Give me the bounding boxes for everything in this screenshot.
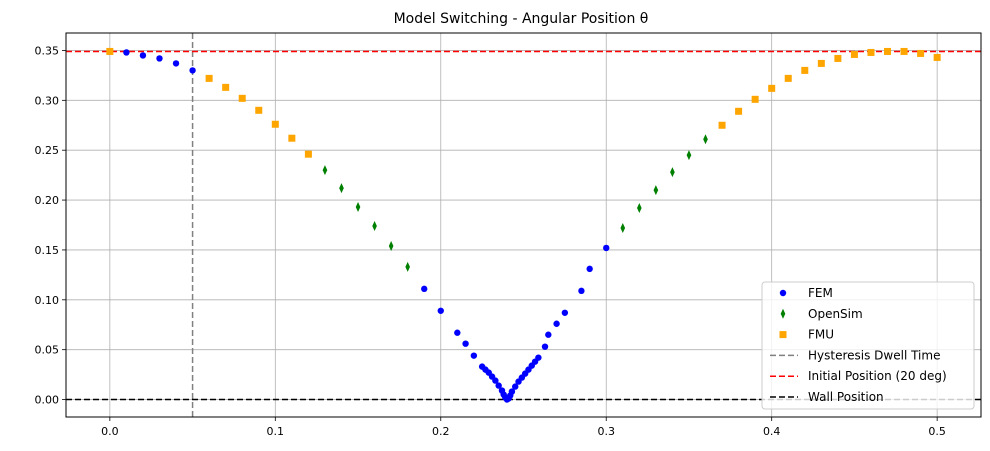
- fem-point: [189, 67, 196, 74]
- fmu-point: [718, 121, 726, 129]
- fem-point: [553, 320, 560, 327]
- opensim-point: [339, 183, 344, 194]
- legend-label: OpenSim: [808, 307, 863, 321]
- legend-label: FEM: [808, 286, 833, 300]
- y-tick-label: 0.15: [35, 244, 60, 257]
- legend-label: Wall Position: [808, 390, 884, 404]
- x-tick-label: 0.3: [597, 425, 615, 438]
- fmu-point: [288, 134, 296, 142]
- fmu-point: [784, 74, 792, 82]
- plot-frame: [65, 32, 982, 418]
- fem-point: [495, 382, 502, 389]
- opensim-point: [686, 150, 692, 161]
- fmu-point: [271, 120, 279, 128]
- grid: [66, 33, 981, 417]
- fem-point: [561, 309, 569, 316]
- opensim-point: [355, 202, 361, 213]
- opensim-point: [322, 165, 328, 176]
- fmu-point: [850, 50, 858, 58]
- opensim-point: [388, 240, 394, 251]
- fem-point: [586, 265, 593, 273]
- fmu-point: [238, 94, 246, 102]
- legend-label: Initial Position (20 deg): [808, 369, 947, 383]
- opensim-point: [670, 167, 675, 178]
- fmu-point: [304, 150, 312, 158]
- x-tick-label: 0.2: [432, 425, 450, 438]
- legend: FEM OpenSim FMU Hysteresis Dwell Time Initia…: [761, 281, 975, 410]
- opensim-point: [703, 134, 708, 145]
- y-tick-label: 0.05: [35, 344, 60, 357]
- fem-point: [123, 49, 130, 56]
- reference-lines: [66, 33, 981, 417]
- fmu-point: [900, 47, 908, 55]
- x-tick-label: 0.1: [267, 425, 285, 438]
- fem-point: [156, 55, 163, 62]
- fem-point: [512, 383, 519, 390]
- y-tick-label: 0.30: [35, 94, 60, 107]
- fem-point: [437, 307, 444, 314]
- fmu-point: [884, 47, 892, 55]
- fem-point: [454, 329, 461, 336]
- fmu-point: [768, 84, 776, 92]
- y-tick-label: 0.20: [35, 194, 60, 207]
- fem-point: [462, 340, 469, 347]
- fem-point: [470, 352, 478, 359]
- opensim-point: [637, 203, 642, 214]
- x-tick-label: 0.0: [101, 425, 119, 438]
- fmu-point: [255, 106, 263, 114]
- fem-point: [139, 52, 147, 59]
- x-tick-label: 0.5: [928, 425, 946, 438]
- fem-point: [421, 285, 428, 293]
- opensim-point: [620, 222, 626, 233]
- fem-point: [545, 331, 552, 338]
- legend-label: Hysteresis Dwell Time: [808, 348, 940, 362]
- y-axis: 0.00 0.05 0.10 0.15 0.20 0.25 0.30 0.35: [35, 44, 66, 407]
- fem-point: [541, 343, 549, 350]
- fmu-point: [106, 47, 114, 55]
- legend-marker: [780, 308, 786, 319]
- opensim-point: [653, 185, 659, 196]
- fmu-point: [834, 54, 842, 62]
- data-points: [106, 47, 941, 403]
- x-tick-label: 0.4: [763, 425, 781, 438]
- y-tick-label: 0.10: [35, 294, 60, 307]
- y-tick-label: 0.25: [35, 144, 60, 157]
- legend-label: FMU: [808, 328, 834, 342]
- fem-point: [492, 377, 499, 384]
- fmu-point: [867, 48, 875, 56]
- fmu-point: [751, 95, 759, 103]
- opensim-point: [405, 261, 410, 272]
- fmu-point: [801, 66, 809, 74]
- legend-marker: [779, 331, 787, 339]
- fem-point: [508, 388, 516, 395]
- fmu-point: [933, 53, 941, 61]
- fem-point: [578, 287, 585, 295]
- fem-point: [603, 244, 610, 252]
- chart-title: Model Switching - Angular Position θ: [394, 11, 649, 27]
- fmu-point: [735, 107, 743, 115]
- legend-marker: [779, 289, 787, 297]
- fmu-point: [917, 49, 925, 57]
- y-tick-label: 0.35: [35, 44, 60, 57]
- fmu-point: [205, 74, 213, 82]
- fem-point: [172, 60, 180, 67]
- y-tick-label: 0.00: [35, 394, 60, 407]
- opensim-point: [372, 220, 377, 231]
- fem-point: [535, 354, 542, 361]
- x-axis: 0.0 0.1 0.2 0.3 0.4 0.5: [101, 417, 946, 438]
- fmu-point: [817, 59, 825, 67]
- legend-box: [761, 281, 975, 410]
- fmu-point: [222, 83, 230, 91]
